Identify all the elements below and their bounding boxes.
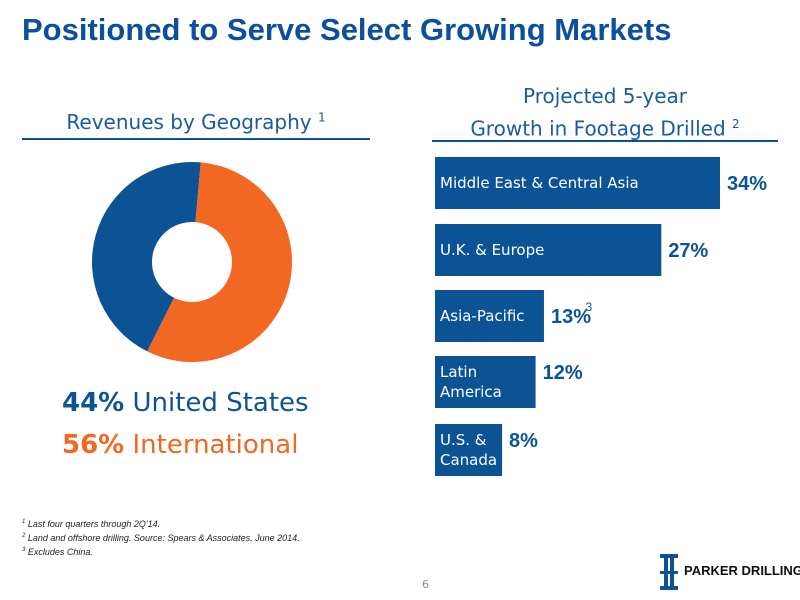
legend-us-pct: 44% bbox=[62, 388, 125, 418]
parker-drilling-logo-icon bbox=[660, 554, 678, 590]
footnote-1-text: Last four quarters through 2Q'14. bbox=[27, 519, 161, 529]
legend-intl-pct: 56% bbox=[62, 430, 125, 460]
donut-chart-heading: Revenues by Geography 1 bbox=[22, 110, 370, 134]
legend-united-states: 44% United States bbox=[62, 388, 309, 418]
bar-value-label-3: 12% bbox=[543, 362, 583, 384]
bar-chart-heading-line2: Growth in Footage Drilled 2 bbox=[432, 110, 778, 143]
logo-text: PARKER DRILLING bbox=[684, 563, 800, 578]
bar-label-4-0: U.S. & bbox=[440, 431, 487, 449]
bar-value-label-1: 27% bbox=[668, 240, 708, 262]
footnote-2: 2 Land and offshore drilling. Source: Sp… bbox=[22, 530, 300, 544]
bar-0 bbox=[435, 157, 720, 209]
footnote-1-num: 1 bbox=[22, 519, 26, 525]
donut-slice-international bbox=[147, 162, 292, 362]
bar-label-3-1: America bbox=[440, 383, 502, 401]
donut-slice-united-states bbox=[91, 162, 201, 352]
bar-value-footnote-ref-2: 3 bbox=[585, 300, 592, 314]
bar-1 bbox=[435, 224, 662, 276]
parker-drilling-logo: PARKER DRILLING bbox=[658, 551, 800, 593]
footnote-3-text: Excludes China. bbox=[27, 547, 93, 557]
footnote-2-text: Land and offshore drilling. Source: Spea… bbox=[27, 533, 300, 543]
bar-4 bbox=[435, 424, 503, 476]
donut-chart-heading-text: Revenues by Geography bbox=[66, 110, 312, 134]
bar-chart-heading: Projected 5-year Growth in Footage Drill… bbox=[432, 82, 778, 143]
page-title: Positioned to Serve Select Growing Marke… bbox=[22, 12, 672, 47]
bar-label-1: U.K. & Europe bbox=[440, 241, 544, 259]
bar-label-4-1: Canada bbox=[440, 451, 497, 469]
revenue-donut-chart bbox=[91, 162, 292, 362]
footnote-3: 3 Excludes China. bbox=[22, 544, 300, 558]
bar-3 bbox=[435, 356, 536, 408]
bar-chart-heading-line2-text: Growth in Footage Drilled bbox=[470, 116, 726, 141]
bar-2 bbox=[435, 290, 544, 342]
footnote-1: 1 Last four quarters through 2Q'14. bbox=[22, 516, 300, 530]
footnote-2-num: 2 bbox=[22, 533, 26, 539]
legend-us-label: United States bbox=[132, 388, 309, 418]
right-heading-rule bbox=[432, 140, 778, 142]
bar-label-0: Middle East & Central Asia bbox=[440, 174, 639, 192]
left-heading-rule bbox=[22, 138, 370, 140]
bar-label-3-0: Latin bbox=[440, 363, 477, 381]
bar-label-2: Asia-Pacific bbox=[440, 307, 525, 325]
page-number: 6 bbox=[422, 578, 429, 591]
bar-value-label-0: 34% bbox=[727, 173, 767, 195]
donut-heading-footnote-ref: 1 bbox=[317, 110, 326, 125]
legend-international: 56% International bbox=[62, 430, 298, 460]
bar-value-label-2: 13% bbox=[551, 306, 591, 328]
footnote-3-num: 3 bbox=[22, 547, 26, 553]
bar-chart-heading-line1: Projected 5-year bbox=[523, 84, 687, 108]
bar-value-label-4: 8% bbox=[509, 430, 538, 452]
footnotes: 1 Last four quarters through 2Q'14. 2 La… bbox=[22, 516, 300, 558]
bar-heading-footnote-ref: 2 bbox=[732, 117, 740, 131]
legend-intl-label: International bbox=[132, 430, 299, 460]
